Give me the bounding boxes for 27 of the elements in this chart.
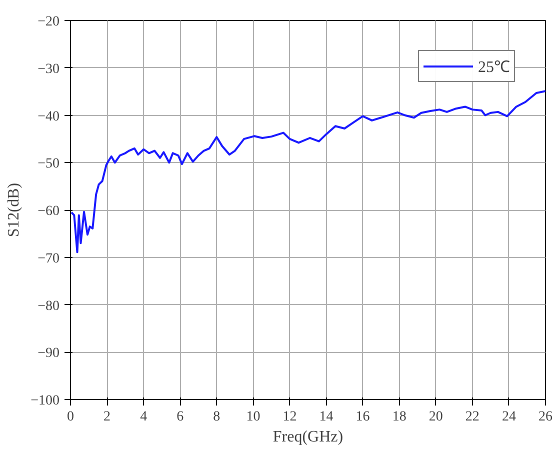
x-tick-label: 24 bbox=[502, 410, 516, 424]
y-tick-label: −80 bbox=[38, 298, 60, 314]
x-tick-label: 16 bbox=[356, 410, 370, 424]
x-tick-label: 14 bbox=[319, 410, 334, 424]
y-tick-label: −40 bbox=[38, 109, 60, 124]
x-tick-label: 20 bbox=[428, 410, 443, 424]
x-tick-label: 12 bbox=[282, 410, 297, 424]
x-tick-label: 2 bbox=[104, 410, 111, 424]
y-tick-label: −100 bbox=[30, 394, 60, 408]
y-tick-label: −20 bbox=[38, 14, 60, 30]
x-tick-label: 0 bbox=[67, 410, 74, 424]
y-axis-title: S12(dB) bbox=[6, 182, 23, 238]
x-tick-label: 10 bbox=[246, 410, 260, 424]
y-tick-label: −50 bbox=[38, 156, 60, 172]
x-tick-label: 4 bbox=[140, 410, 148, 424]
y-tick-label: −70 bbox=[38, 251, 60, 266]
x-tick-label: 6 bbox=[176, 410, 184, 424]
x-tick-label: 18 bbox=[392, 410, 406, 424]
legend-label: 25℃ bbox=[478, 58, 510, 77]
y-tick-label: −30 bbox=[38, 62, 60, 77]
x-axis-title: Freq(GHz) bbox=[272, 428, 344, 446]
x-tick-label: 26 bbox=[538, 410, 552, 424]
y-tick-label: −60 bbox=[38, 204, 60, 219]
x-tick-label: 8 bbox=[213, 410, 220, 424]
y-tick-label: −90 bbox=[38, 346, 60, 362]
line-series bbox=[70, 90, 546, 254]
x-tick-label: 22 bbox=[465, 410, 480, 424]
